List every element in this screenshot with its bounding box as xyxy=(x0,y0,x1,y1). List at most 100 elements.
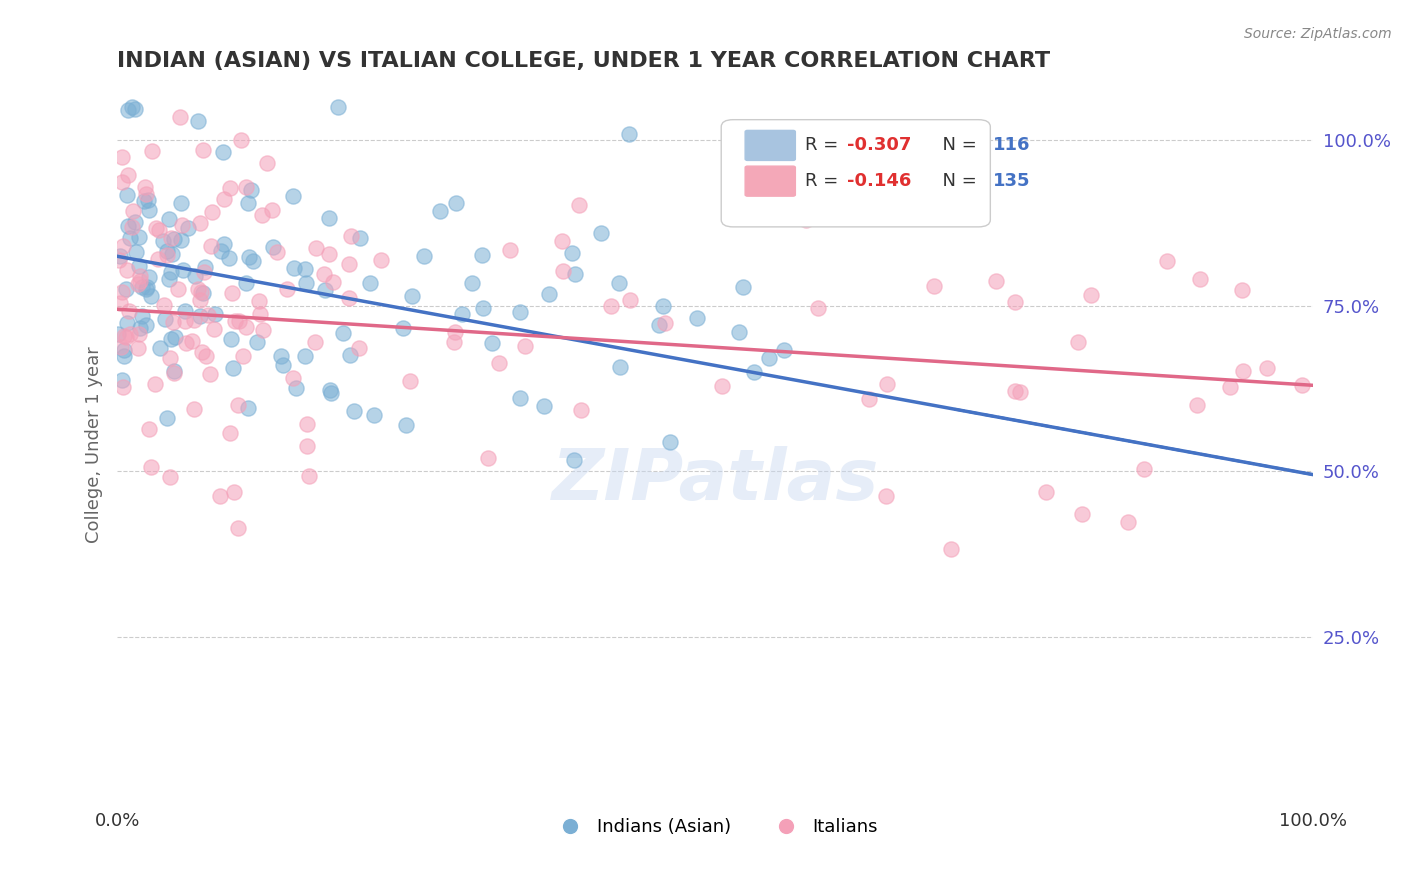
Point xyxy=(157,271,180,285)
Point xyxy=(298,468,321,483)
Point xyxy=(228,314,250,328)
Text: N =: N = xyxy=(931,136,981,154)
Point xyxy=(222,484,245,499)
Point xyxy=(262,202,284,217)
Point xyxy=(321,386,343,401)
Point xyxy=(226,398,249,412)
Legend: Indians (Asian), Italians: Indians (Asian), Italians xyxy=(546,811,886,843)
Point xyxy=(146,252,169,266)
Point xyxy=(370,252,392,267)
Point xyxy=(131,310,153,324)
Point xyxy=(562,453,585,467)
Point xyxy=(238,250,260,264)
Point xyxy=(108,253,131,268)
Point xyxy=(135,318,157,333)
Point xyxy=(429,204,451,219)
Point xyxy=(159,332,181,346)
Point xyxy=(1156,254,1178,268)
Point xyxy=(108,249,131,263)
Point xyxy=(807,301,830,315)
Point xyxy=(295,276,318,290)
Point xyxy=(172,263,194,277)
Point xyxy=(1004,384,1026,398)
Point xyxy=(183,401,205,416)
Point xyxy=(395,418,418,433)
Point xyxy=(172,218,194,232)
Y-axis label: College, Under 1 year: College, Under 1 year xyxy=(86,346,103,543)
Point xyxy=(318,247,340,261)
FancyBboxPatch shape xyxy=(721,120,990,227)
Point xyxy=(538,287,561,301)
Point xyxy=(155,244,177,259)
Point xyxy=(118,303,141,318)
Point xyxy=(571,403,593,417)
Point xyxy=(177,220,200,235)
Point xyxy=(188,293,211,308)
Point xyxy=(986,274,1008,288)
Point xyxy=(262,240,284,254)
Point xyxy=(187,114,209,128)
Point xyxy=(488,356,510,370)
Point xyxy=(135,282,157,296)
Point xyxy=(124,215,146,229)
Point xyxy=(181,334,204,348)
Point xyxy=(212,192,235,206)
Point xyxy=(212,236,235,251)
Point xyxy=(1291,378,1313,392)
Point xyxy=(191,143,214,157)
Point xyxy=(363,409,385,423)
Point xyxy=(235,276,257,290)
Point xyxy=(875,489,897,503)
Point xyxy=(471,248,494,262)
Point xyxy=(283,260,305,275)
Text: -0.146: -0.146 xyxy=(846,172,911,190)
Point xyxy=(149,342,172,356)
Point xyxy=(758,351,780,366)
Point xyxy=(1035,485,1057,500)
Point xyxy=(285,381,308,395)
Point xyxy=(187,282,209,296)
Point xyxy=(305,241,328,255)
Text: R =: R = xyxy=(806,136,844,154)
Point xyxy=(153,297,176,311)
Point xyxy=(339,349,361,363)
Point xyxy=(218,252,240,266)
Point xyxy=(295,439,318,453)
Point xyxy=(209,489,232,503)
Point xyxy=(224,314,246,328)
Point xyxy=(127,277,149,291)
Point xyxy=(193,265,215,279)
Point xyxy=(159,351,181,365)
Point xyxy=(318,383,340,397)
Text: 135: 135 xyxy=(993,172,1031,190)
Point xyxy=(398,374,420,388)
Point xyxy=(1080,288,1102,302)
Point xyxy=(159,470,181,484)
Point xyxy=(110,150,132,164)
Point xyxy=(266,244,288,259)
Point xyxy=(191,345,214,359)
Point xyxy=(159,230,181,244)
Point xyxy=(183,269,205,284)
Point xyxy=(450,307,472,321)
Point xyxy=(1232,364,1254,378)
Point xyxy=(128,326,150,341)
Point xyxy=(312,267,335,281)
Point xyxy=(111,176,134,190)
Point xyxy=(135,187,157,202)
Point xyxy=(138,202,160,217)
Point xyxy=(509,391,531,405)
Point xyxy=(294,261,316,276)
Point xyxy=(1185,398,1208,412)
Point xyxy=(247,293,270,308)
Point xyxy=(1071,507,1094,521)
Point xyxy=(240,183,263,197)
Text: 116: 116 xyxy=(993,136,1031,154)
Point xyxy=(295,417,318,432)
Point xyxy=(170,195,193,210)
Point xyxy=(197,309,219,323)
Point xyxy=(135,280,157,294)
Point xyxy=(229,133,252,147)
Point xyxy=(124,102,146,116)
Point xyxy=(209,244,232,259)
